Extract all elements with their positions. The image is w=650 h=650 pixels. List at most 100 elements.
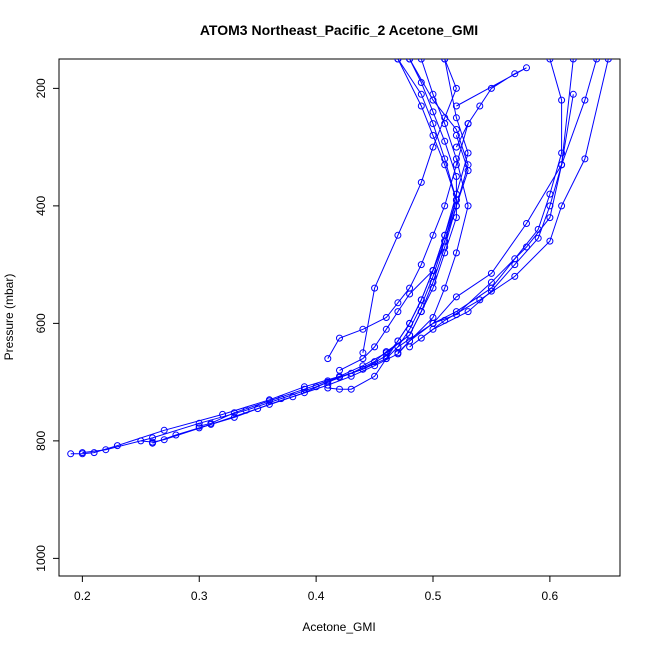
x-tick-label: 0.5 (425, 589, 442, 603)
data-point (382, 314, 390, 321)
data-point (523, 243, 530, 251)
data-point (394, 299, 402, 307)
data-point (149, 439, 156, 447)
data-point (417, 90, 425, 98)
data-point (417, 308, 425, 316)
data-point (67, 450, 75, 458)
data-point (558, 202, 566, 210)
series-4 (149, 59, 472, 447)
data-point (441, 114, 449, 122)
series-2 (78, 59, 460, 457)
data-point (604, 59, 612, 63)
data-point (219, 410, 227, 418)
data-point (452, 84, 460, 92)
data-point (230, 409, 238, 417)
data-point (452, 293, 460, 301)
data-point (406, 319, 414, 327)
data-point (300, 385, 308, 393)
data-point (277, 395, 285, 403)
data-point (487, 287, 495, 295)
data-point (429, 231, 437, 239)
data-point (487, 84, 495, 92)
data-point (347, 369, 355, 377)
data-point (511, 272, 519, 280)
data-point (441, 237, 449, 245)
data-point (558, 161, 566, 169)
data-point (254, 405, 262, 413)
data-point (593, 59, 601, 63)
data-point (546, 237, 554, 245)
data-point (359, 365, 367, 373)
y-tick-label: 800 (34, 431, 48, 451)
data-point (149, 434, 156, 442)
data-point (464, 202, 472, 210)
data-point (452, 131, 460, 139)
data-point (90, 449, 98, 457)
data-point (336, 334, 343, 342)
data-point (359, 349, 367, 357)
plot-frame (58, 58, 621, 577)
data-point (417, 59, 425, 63)
data-point (464, 308, 472, 316)
data-point (336, 385, 343, 393)
data-point (452, 102, 460, 110)
data-point (534, 234, 542, 242)
data-point (406, 290, 414, 298)
series-9 (359, 59, 460, 357)
data-point (207, 419, 215, 427)
data-point (359, 325, 367, 333)
series-15 (452, 64, 530, 151)
series-line (70, 59, 457, 455)
data-point (452, 114, 460, 122)
series-6 (324, 59, 460, 393)
y-tick-label: 600 (34, 313, 48, 333)
series-10 (394, 59, 566, 357)
data-point (452, 202, 460, 210)
data-point (137, 437, 145, 445)
x-tick-label: 0.3 (191, 589, 208, 603)
data-point (195, 422, 203, 430)
data-point (441, 137, 449, 145)
data-point (429, 319, 437, 327)
data-point (417, 261, 425, 269)
y-tick-label: 200 (34, 78, 48, 98)
series-line (397, 59, 598, 348)
data-point (452, 143, 460, 151)
data-point (394, 231, 402, 239)
data-point (406, 59, 414, 63)
data-point (324, 377, 332, 385)
data-point (511, 261, 519, 269)
data-point (78, 449, 86, 457)
series-line (82, 59, 457, 454)
y-axis-label: Pressure (mbar) (2, 274, 16, 361)
data-point (441, 161, 449, 169)
series-line (327, 59, 457, 390)
data-point (417, 102, 425, 110)
series-7 (324, 120, 472, 363)
data-point (429, 131, 437, 139)
data-point (581, 155, 589, 163)
data-point (371, 372, 379, 380)
data-point (464, 149, 472, 157)
data-point (195, 419, 203, 427)
series-line (199, 59, 469, 427)
data-point (371, 358, 379, 366)
data-point (394, 343, 402, 351)
data-point (441, 284, 449, 292)
data-point (523, 220, 530, 227)
data-point (417, 178, 425, 186)
series-line (152, 59, 469, 444)
data-point (464, 167, 472, 175)
data-point (160, 426, 168, 434)
y-tick-label: 400 (34, 196, 48, 216)
series-line (420, 59, 609, 339)
data-point (569, 90, 577, 98)
data-point (324, 384, 332, 392)
data-point (487, 278, 495, 286)
y-axis: 200 400 600 800 1000 (34, 78, 59, 572)
data-point (429, 96, 437, 104)
data-point (417, 296, 425, 304)
data-point (569, 59, 577, 63)
data-point (324, 355, 332, 363)
